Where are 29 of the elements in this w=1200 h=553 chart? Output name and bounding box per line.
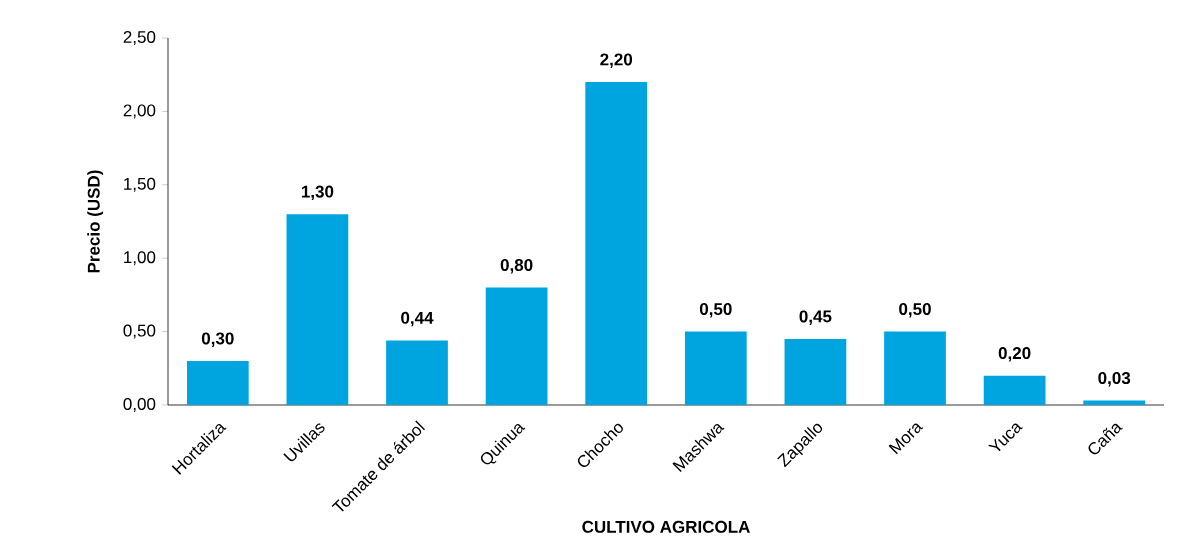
bar (684, 331, 747, 405)
data-label: 0,30 (201, 332, 234, 347)
data-label: 0,45 (799, 310, 832, 325)
data-label: 1,30 (301, 185, 334, 201)
bar (286, 214, 349, 405)
data-label: 0,44 (401, 311, 434, 327)
y-tick-label: 1,00 (124, 251, 156, 266)
y-tick-label: 1,50 (124, 177, 156, 192)
x-axis-title: CULTIVO AGRICOLA (582, 520, 750, 533)
bar (1083, 400, 1146, 405)
y-axis-title: Precio (USD) (87, 170, 104, 273)
bar (386, 340, 448, 405)
bar (884, 331, 946, 405)
y-tick-label: 0,00 (123, 397, 156, 413)
y-tick-label: 2,00 (123, 104, 156, 119)
bar (585, 82, 648, 405)
bar (784, 338, 847, 405)
data-label: 0,20 (998, 347, 1031, 362)
bar (983, 375, 1046, 405)
data-label: 0,50 (899, 303, 931, 318)
y-tick-label: 2,50 (123, 30, 156, 46)
data-label: 0,80 (500, 259, 533, 274)
x-tick-label: Yuca (988, 423, 1023, 452)
y-tick-label: 0,50 (123, 324, 156, 339)
data-label: 2,20 (600, 53, 633, 68)
data-label: 0,50 (699, 303, 732, 318)
bar (186, 360, 249, 405)
data-label: 0,03 (1098, 372, 1131, 387)
bar (485, 287, 548, 405)
